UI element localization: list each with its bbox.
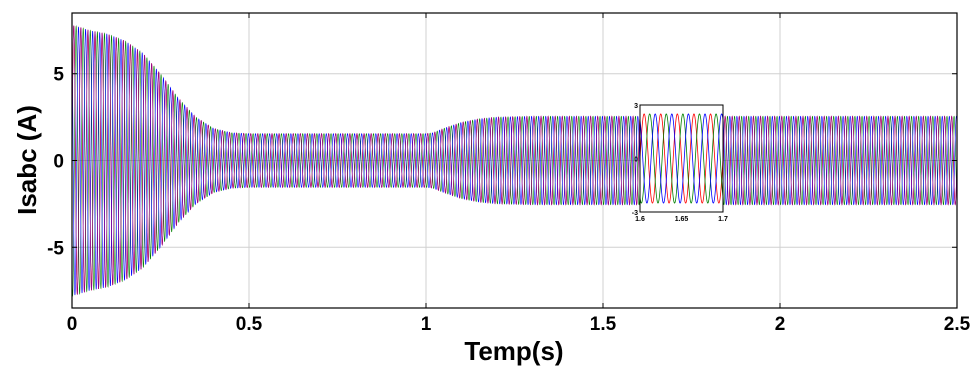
x-tick-label: 2.5 [944,314,971,335]
inset-y-tick-label: -3 [632,210,638,217]
inset-y-tick-label: 0 [634,157,638,164]
inset-series-line [640,113,723,204]
inset-series-line [640,113,723,204]
inset-y-tick-label: 3 [634,103,638,110]
x-tick-label: 1.5 [590,314,617,335]
inset-frame [639,104,724,213]
x-axis-label: Temp(s) [464,336,563,366]
y-tick-label: 0 [53,152,64,173]
inset-series-line [640,113,723,204]
inset-x-tick-label: 1.7 [718,216,728,223]
series-line [72,25,957,295]
x-tick-label: 2 [775,314,786,335]
y-axis-label: Isabc (A) [12,105,42,215]
y-tick-label: -5 [47,238,64,259]
inset-traces [640,113,723,204]
series-line [72,26,957,296]
x-tick-label: 0.5 [236,314,263,335]
x-tick-label: 0 [67,314,78,335]
y-tick-label: 5 [53,65,64,86]
zoom-inset: 1.6 1.65 1.7 -3 0 3 [632,103,728,223]
inset-x-tick-label: 1.65 [675,216,689,223]
x-tick-label: 1 [421,314,432,335]
series-line [72,25,957,297]
signal-traces [72,25,957,297]
inset-x-tick-label: 1.6 [635,216,645,223]
axis-ticks: 0 0.5 1 1.5 2 2.5 -5 0 5 [47,13,971,335]
